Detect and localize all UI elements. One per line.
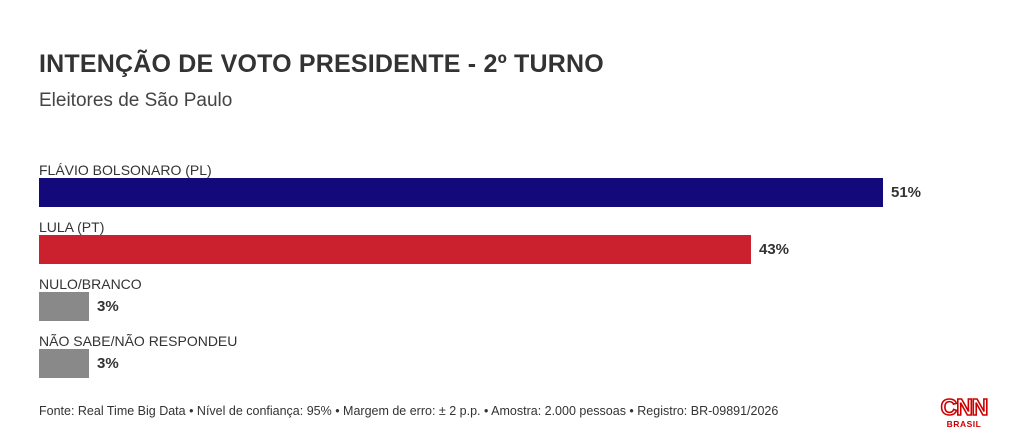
chart-title: INTENÇÃO DE VOTO PRESIDENTE - 2º TURNO (39, 50, 604, 78)
bar-value-label: 3% (97, 355, 119, 372)
source-note: Fonte: Real Time Big Data • Nível de con… (39, 404, 779, 418)
bar (39, 349, 89, 378)
cnn-logo-text: CNN (941, 394, 988, 420)
bar (39, 292, 89, 321)
cnn-brasil-logo: CNN BRASIL (940, 393, 990, 429)
bar-category-label: NULO/BRANCO (39, 276, 142, 292)
bar-value-label: 43% (759, 241, 790, 258)
cnn-logo-subtext: BRASIL (947, 419, 982, 429)
bar (39, 235, 751, 264)
bar (39, 178, 883, 207)
chart-subtitle: Eleitores de São Paulo (39, 90, 233, 111)
bar-value-label: 3% (97, 298, 119, 315)
bar-value-label: 51% (891, 184, 922, 201)
bar-category-label: LULA (PT) (39, 219, 105, 235)
bar-category-label: NÃO SABE/NÃO RESPONDEU (39, 333, 238, 349)
bar-category-label: FLÁVIO BOLSONARO (PL) (39, 162, 212, 178)
